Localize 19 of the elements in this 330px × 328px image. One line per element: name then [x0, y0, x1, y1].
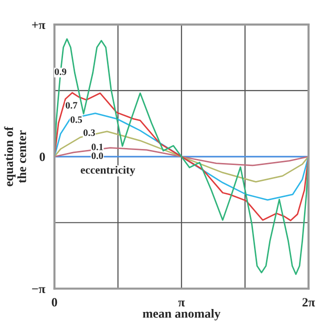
annotation: 0.9 — [54, 68, 66, 76]
x-axis-title: mean anomaly — [142, 309, 220, 320]
y-tick-label: +π — [32, 22, 46, 30]
x-tick-label: 0 — [52, 298, 58, 306]
x-tick-label: π — [178, 300, 185, 306]
annotation: 0.1 — [92, 144, 103, 150]
line-series — [54, 112, 309, 201]
line-series — [54, 130, 309, 183]
annotation: 0.3 — [84, 129, 95, 136]
line-series — [54, 92, 309, 222]
y-tick-label: −π — [32, 287, 46, 294]
annotation: eccentricity — [80, 166, 136, 176]
annotation: 0.5 — [70, 116, 82, 123]
y-axis-title: equation of the center — [4, 126, 26, 186]
annotation: 0.0 — [92, 152, 104, 160]
x-tick-label: 2π — [302, 298, 315, 306]
annotation: 0.7 — [66, 102, 78, 109]
y-tick-label: 0 — [40, 152, 45, 162]
line-series — [54, 38, 309, 275]
